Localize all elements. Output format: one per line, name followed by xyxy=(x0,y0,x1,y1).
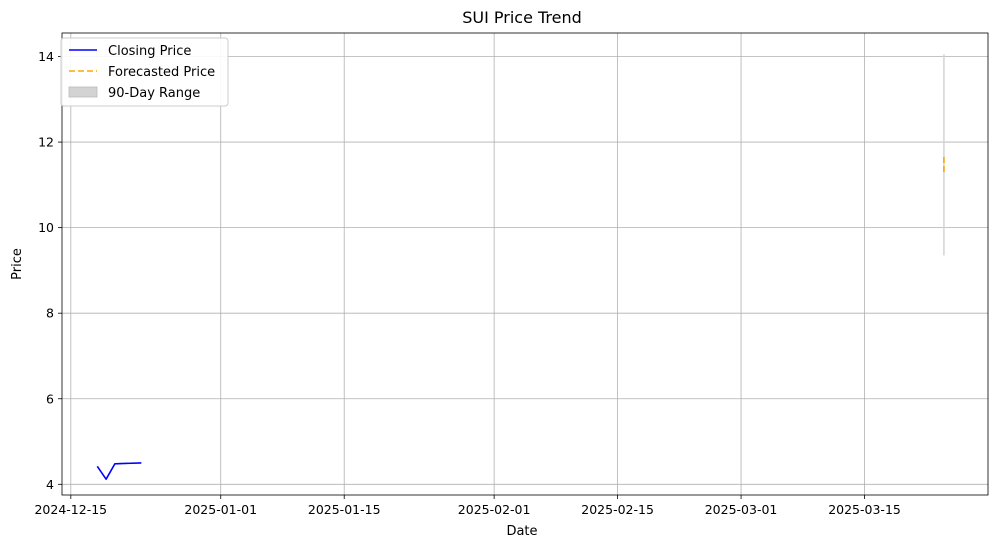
x-tick-label: 2024-12-15 xyxy=(34,502,107,517)
range-band-layer xyxy=(943,54,945,256)
legend-label-forecasted-price: Forecasted Price xyxy=(108,65,215,80)
y-tick-label: 4 xyxy=(46,477,54,492)
legend-swatch-90-day-range xyxy=(68,86,98,98)
x-tick-label: 2025-03-01 xyxy=(705,502,778,517)
y-tick-label: 12 xyxy=(38,135,54,150)
chart-title: SUI Price Trend xyxy=(462,8,582,27)
range-band xyxy=(943,54,945,256)
x-tick-label: 2025-02-15 xyxy=(581,502,654,517)
x-tick-label: 2025-01-01 xyxy=(184,502,257,517)
grid-lines xyxy=(62,33,988,495)
legend-box xyxy=(60,37,229,107)
legend-label-closing-price: Closing Price xyxy=(108,44,191,59)
series-layer xyxy=(96,154,945,480)
legend: Closing Price Forecasted Price 90-Day Ra… xyxy=(60,37,229,107)
x-tick-label: 2025-03-15 xyxy=(828,502,901,517)
y-tick-label: 6 xyxy=(46,391,54,406)
x-axis-title: Date xyxy=(506,524,537,539)
x-tick-label: 2025-01-15 xyxy=(308,502,381,517)
y-tick-label: 10 xyxy=(38,220,54,235)
x-tick-label: 2025-02-01 xyxy=(458,502,531,517)
y-tick-label: 8 xyxy=(46,306,54,321)
plot-frame xyxy=(61,32,989,496)
series-line-closing-price xyxy=(96,462,142,480)
legend-label-90-day-range: 90-Day Range xyxy=(108,86,200,101)
y-axis-title: Price xyxy=(10,248,25,280)
axis-ticks: 2024-12-15 2025-01-01 2025-01-15 2025-02-01… xyxy=(34,49,900,517)
y-tick-label: 14 xyxy=(38,49,54,64)
